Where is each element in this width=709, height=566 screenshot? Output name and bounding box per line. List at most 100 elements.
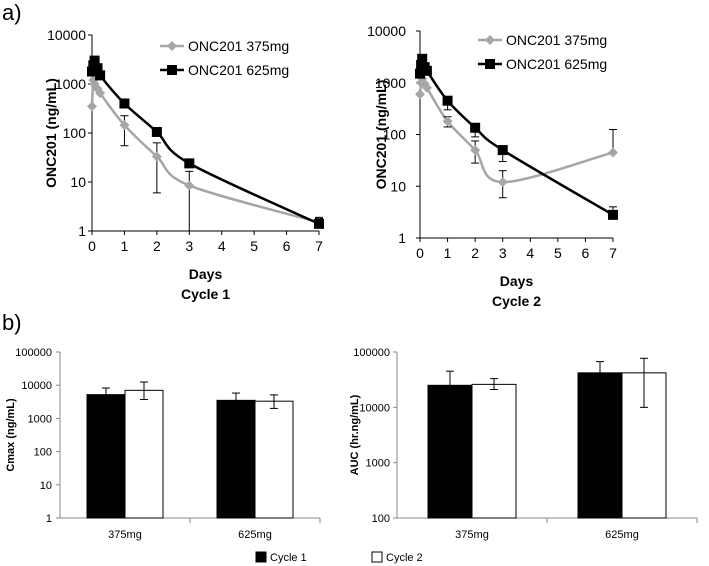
data-point: [87, 66, 97, 77]
series-line: [90, 59, 320, 225]
legend-label: ONC201 375mg: [506, 32, 607, 48]
y-tick-label: 1: [398, 230, 406, 246]
data-point: [497, 177, 508, 188]
y-tick-label: 10000: [21, 380, 52, 392]
series-375mg: [87, 75, 324, 232]
data-point: [442, 95, 453, 106]
x-tick-label: 0: [88, 238, 96, 254]
bar-cycle1: [216, 399, 256, 519]
y-tick-label: 1000: [366, 458, 390, 470]
data-point: [184, 158, 195, 169]
data-point: [314, 218, 324, 229]
data-point: [415, 68, 425, 79]
x-tick-label: 4: [218, 238, 226, 254]
data-point: [470, 145, 481, 156]
series-625mg: [87, 55, 324, 229]
x-tick-label: 3: [499, 245, 507, 261]
x-tick-label: 7: [609, 245, 617, 261]
data-point: [470, 122, 481, 133]
legend-swatch-cycle1: [255, 551, 267, 563]
data-point: [417, 53, 428, 64]
bar-cycle1: [427, 384, 473, 519]
x-axis-label: Days: [189, 266, 223, 282]
bar-cycle1: [86, 394, 126, 519]
data-point: [87, 101, 97, 112]
y-tick-label: 100: [372, 513, 390, 525]
x-tick-label: 6: [283, 238, 291, 254]
legend-entry: ONC201 625mg: [160, 62, 289, 78]
data-point: [151, 151, 162, 162]
data-point: [184, 180, 195, 191]
legend-entry: ONC201 375mg: [160, 38, 289, 54]
y-tick-label: 10000: [367, 23, 406, 39]
y-tick-label: 100000: [353, 347, 390, 359]
x-tick-label: 1: [444, 245, 452, 261]
x-axis-label: Days: [500, 273, 534, 289]
data-point: [95, 70, 106, 81]
chart-b-auc: 100 1000 10000 100000 375mg 625mg AUC (hr.ng/m…: [349, 347, 698, 541]
legend-label-cycle1: Cycle 1: [270, 552, 307, 564]
bar-cycle1: [577, 372, 623, 519]
category-label: 625mg: [605, 529, 639, 541]
series-line: [418, 57, 614, 216]
legend-label: ONC201 375mg: [188, 38, 289, 54]
x-tick-label: 1: [121, 238, 129, 254]
y-tick-label: 10: [40, 480, 52, 492]
data-point: [119, 120, 130, 131]
x-axis-sublabel: Cycle 1: [181, 286, 230, 302]
data-point: [497, 145, 508, 156]
data-point: [119, 98, 130, 109]
y-tick-label: 100: [34, 447, 52, 459]
y-tick-label: 100: [383, 127, 407, 143]
bar-cycle2: [471, 383, 517, 519]
legend-swatch-cycle2: [371, 551, 383, 563]
x-tick-label: 0: [416, 245, 424, 261]
legend-marker: [167, 41, 177, 51]
y-tick-label: 1000: [375, 75, 406, 91]
y-tick-label: 10000: [359, 402, 390, 414]
legend-label: ONC201 625mg: [188, 62, 289, 78]
data-point: [89, 55, 100, 66]
data-point: [608, 147, 618, 158]
y-tick-label: 10: [70, 174, 86, 190]
y-axis-label: AUC (hr.ng/mL): [349, 394, 361, 475]
data-point: [421, 65, 432, 76]
y-tick-label: 100000: [15, 347, 52, 359]
bar-cycle2: [124, 389, 164, 519]
y-tick-label: 1000: [55, 76, 86, 92]
y-tick-label: 1: [78, 223, 86, 239]
y-axis-label: Cmax (ng/mL): [5, 398, 17, 472]
panel-label-a: a): [2, 0, 22, 25]
bar-legend: Cycle 1 Cycle 2: [255, 551, 423, 564]
bar-cycle2: [254, 400, 294, 519]
legend-marker: [167, 65, 177, 75]
x-axis-sublabel: Cycle 2: [492, 293, 541, 309]
series-line: [418, 77, 614, 184]
data-point: [608, 209, 618, 220]
y-tick-label: 100: [63, 125, 87, 141]
legend-label-cycle2: Cycle 2: [386, 552, 423, 564]
y-tick-label: 10: [390, 178, 406, 194]
series-375mg: [415, 73, 618, 199]
legend-marker: [485, 59, 495, 69]
data-point: [421, 82, 432, 93]
x-tick-label: 6: [582, 245, 590, 261]
x-tick-label: 2: [153, 238, 161, 254]
x-tick-label: 7: [315, 238, 323, 254]
y-tick-label: 10000: [47, 27, 86, 43]
panel-label-b: b): [2, 310, 22, 335]
legend-entry: ONC201 625mg: [478, 56, 607, 72]
x-tick-label: 5: [554, 245, 562, 261]
legend-label: ONC201 625mg: [506, 56, 607, 72]
y-axis-label: ONC201 (ng/mL): [373, 80, 389, 190]
y-tick-label: 1: [46, 513, 52, 525]
data-point: [415, 89, 425, 100]
y-axis-label: ONC201 (ng/mL): [43, 78, 59, 188]
data-point: [92, 63, 103, 74]
data-point: [442, 116, 453, 127]
legend-marker: [485, 35, 495, 45]
category-label: 375mg: [108, 529, 142, 541]
